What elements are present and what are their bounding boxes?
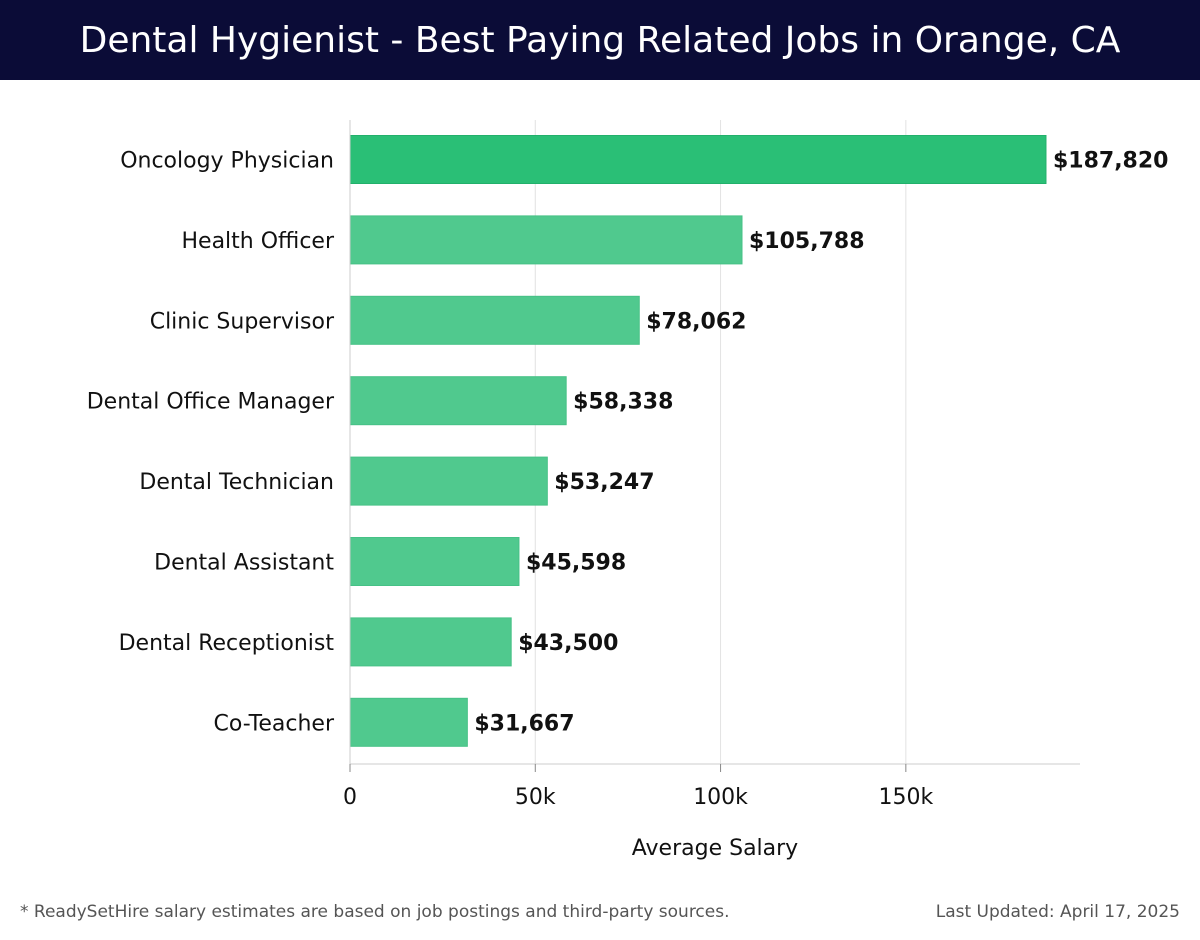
bar-7 bbox=[349, 697, 468, 747]
bar-6 bbox=[349, 617, 512, 667]
category-label-5: Dental Assistant bbox=[154, 551, 334, 576]
category-label-0: Oncology Physician bbox=[120, 149, 334, 174]
value-label-4: $53,247 bbox=[554, 470, 654, 495]
value-label-3: $58,338 bbox=[573, 390, 673, 415]
value-label-0: $187,820 bbox=[1053, 149, 1169, 174]
footer-updated: Last Updated: April 17, 2025 bbox=[935, 902, 1180, 922]
bar-4 bbox=[349, 456, 548, 506]
x-tick-label-1: 50k bbox=[515, 785, 556, 810]
chart-title: Dental Hygienist - Best Paying Related J… bbox=[79, 19, 1121, 61]
bar-1 bbox=[349, 215, 743, 265]
bar-2 bbox=[349, 295, 640, 345]
bars-layer bbox=[349, 135, 1047, 747]
category-label-3: Dental Office Manager bbox=[87, 390, 335, 415]
category-label-4: Dental Technician bbox=[139, 470, 334, 495]
x-tick-label-3: 150k bbox=[878, 785, 933, 810]
labels-layer: Oncology Physician $187,820 Health Officer… bbox=[87, 149, 1169, 737]
axis-layer: 0 50k 100k 150k Average Salary bbox=[343, 120, 1080, 861]
footer-note: * ReadySetHire salary estimates are base… bbox=[20, 902, 730, 922]
salary-bar-chart: Oncology Physician $187,820 Health Officer… bbox=[87, 120, 1169, 861]
value-label-5: $45,598 bbox=[526, 551, 626, 576]
value-label-6: $43,500 bbox=[518, 631, 618, 656]
title-bar: Dental Hygienist - Best Paying Related J… bbox=[0, 0, 1200, 80]
x-tick-label-0: 0 bbox=[343, 785, 357, 810]
category-label-1: Health Officer bbox=[182, 229, 335, 254]
x-tick-label-2: 100k bbox=[693, 785, 748, 810]
value-label-7: $31,667 bbox=[474, 711, 574, 736]
category-label-6: Dental Receptionist bbox=[119, 631, 335, 656]
bar-0 bbox=[349, 135, 1047, 184]
category-label-7: Co-Teacher bbox=[214, 711, 335, 736]
bar-3 bbox=[349, 376, 567, 426]
value-label-2: $78,062 bbox=[646, 309, 746, 334]
bar-5 bbox=[349, 537, 520, 586]
value-label-1: $105,788 bbox=[749, 229, 865, 254]
x-axis-label: Average Salary bbox=[632, 836, 798, 861]
category-label-2: Clinic Supervisor bbox=[150, 309, 335, 334]
